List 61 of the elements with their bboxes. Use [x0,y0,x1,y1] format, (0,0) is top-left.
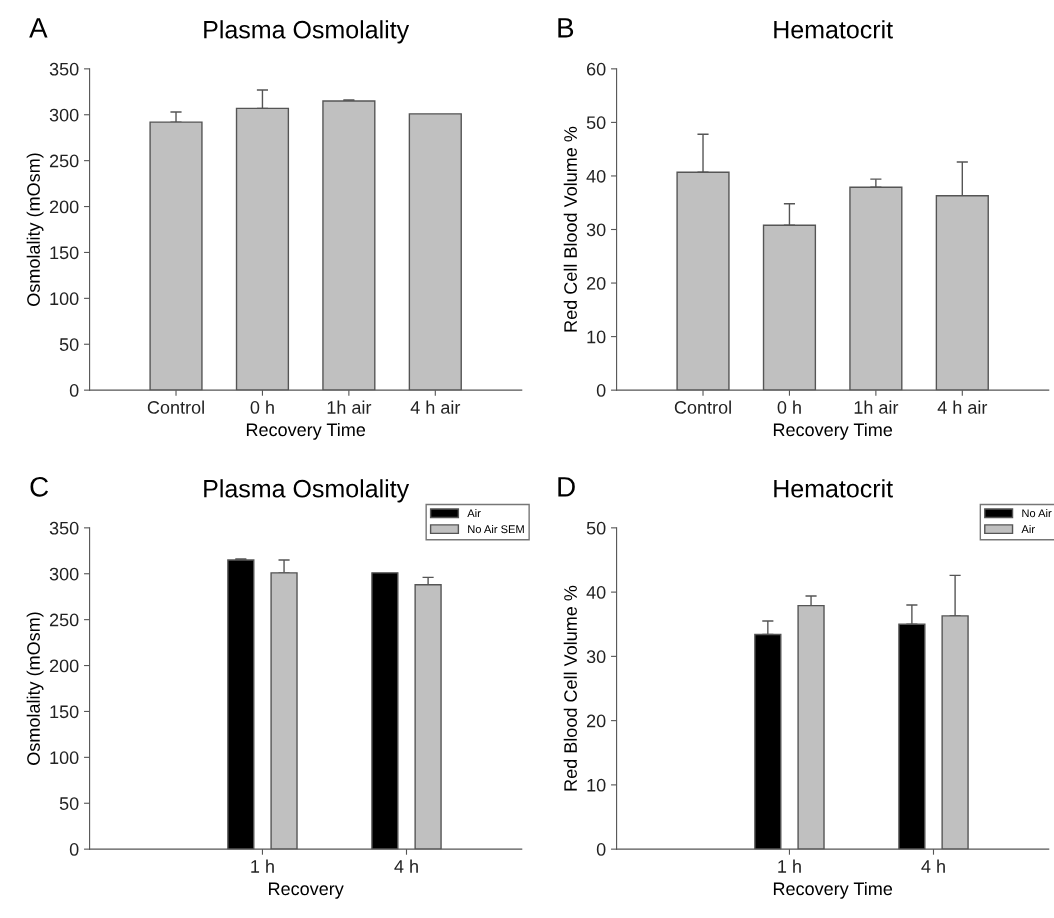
legend-label: Air [1021,524,1035,534]
y-tick-label: 50 [59,797,79,810]
y-tick-label: 20 [587,276,606,290]
x-tick-label: 1 h [778,859,801,873]
y-tick-label: 100 [50,751,79,765]
x-axis-title: Recovery Time [773,881,893,899]
y-tick-label: 0 [596,384,606,397]
chart-title: Plasma Osmolality [204,479,410,503]
y-tick-label: 40 [586,586,606,599]
x-axis-title: Recovery [269,882,344,899]
y-tick-label: 30 [586,223,606,237]
chart-title: Hematocrit [774,479,893,498]
y-tick-label: 0 [69,843,79,856]
y-tick-label: 10 [587,778,606,792]
x-axis-title: Recovery Time [246,422,366,440]
x-tick-label: 0 h [250,400,274,414]
y-tick-label: 250 [49,154,79,168]
y-tick-label: 350 [49,521,79,535]
y-tick-label: 40 [586,169,606,183]
x-tick-label: 4 h air [937,400,988,414]
y-axis-title: Red Blood Cell Volume % [563,585,577,791]
y-axis-title: Osmolality (mOsm) [26,612,44,765]
x-tick-label: 0 h [777,400,801,414]
y-tick-label: 300 [49,567,79,581]
chart-title: Hematocrit [774,20,893,39]
y-tick-label: 250 [49,613,79,627]
y-tick-label: 300 [49,108,79,122]
text: D [558,477,575,497]
y-tick-label: 100 [50,292,79,306]
y-tick-label: 60 [587,62,606,76]
y-tick-label: 150 [50,246,79,260]
legend-label: No Air SEM [468,524,524,534]
y-tick-label: 10 [587,330,606,344]
x-tick-label: Control [674,400,731,414]
y-tick-label: 50 [586,116,606,130]
x-tick-label: Control [147,400,204,414]
y-axis-title: Red Cell Blood Volume % [563,126,577,332]
x-tick-label: 1h air [327,400,372,414]
y-tick-label: 350 [49,62,79,76]
legend-label: No Air [1022,508,1052,518]
text: B [558,18,574,38]
text: A [29,18,48,38]
y-tick-label: 0 [596,843,606,856]
x-tick-label: 1h air [854,400,899,414]
y-axis-title: Osmolality (mOsm) [26,153,44,306]
text: C [30,476,49,497]
x-tick-label: 4 h air [410,400,461,414]
x-axis-title: Recovery Time [773,422,893,440]
x-tick-label: 4 h [394,859,418,873]
y-tick-label: 150 [50,705,79,719]
y-tick-label: 50 [586,521,606,535]
y-tick-label: 0 [69,384,79,397]
y-tick-label: 30 [586,650,606,664]
y-tick-label: 200 [49,659,79,673]
y-tick-label: 20 [587,714,606,728]
x-tick-label: 1 h [251,859,274,873]
legend-label: Air [467,508,481,518]
y-tick-label: 200 [49,200,79,214]
x-tick-label: 4 h [921,859,945,873]
chart-title: Plasma Osmolality [204,20,410,44]
y-tick-label: 50 [59,338,79,351]
